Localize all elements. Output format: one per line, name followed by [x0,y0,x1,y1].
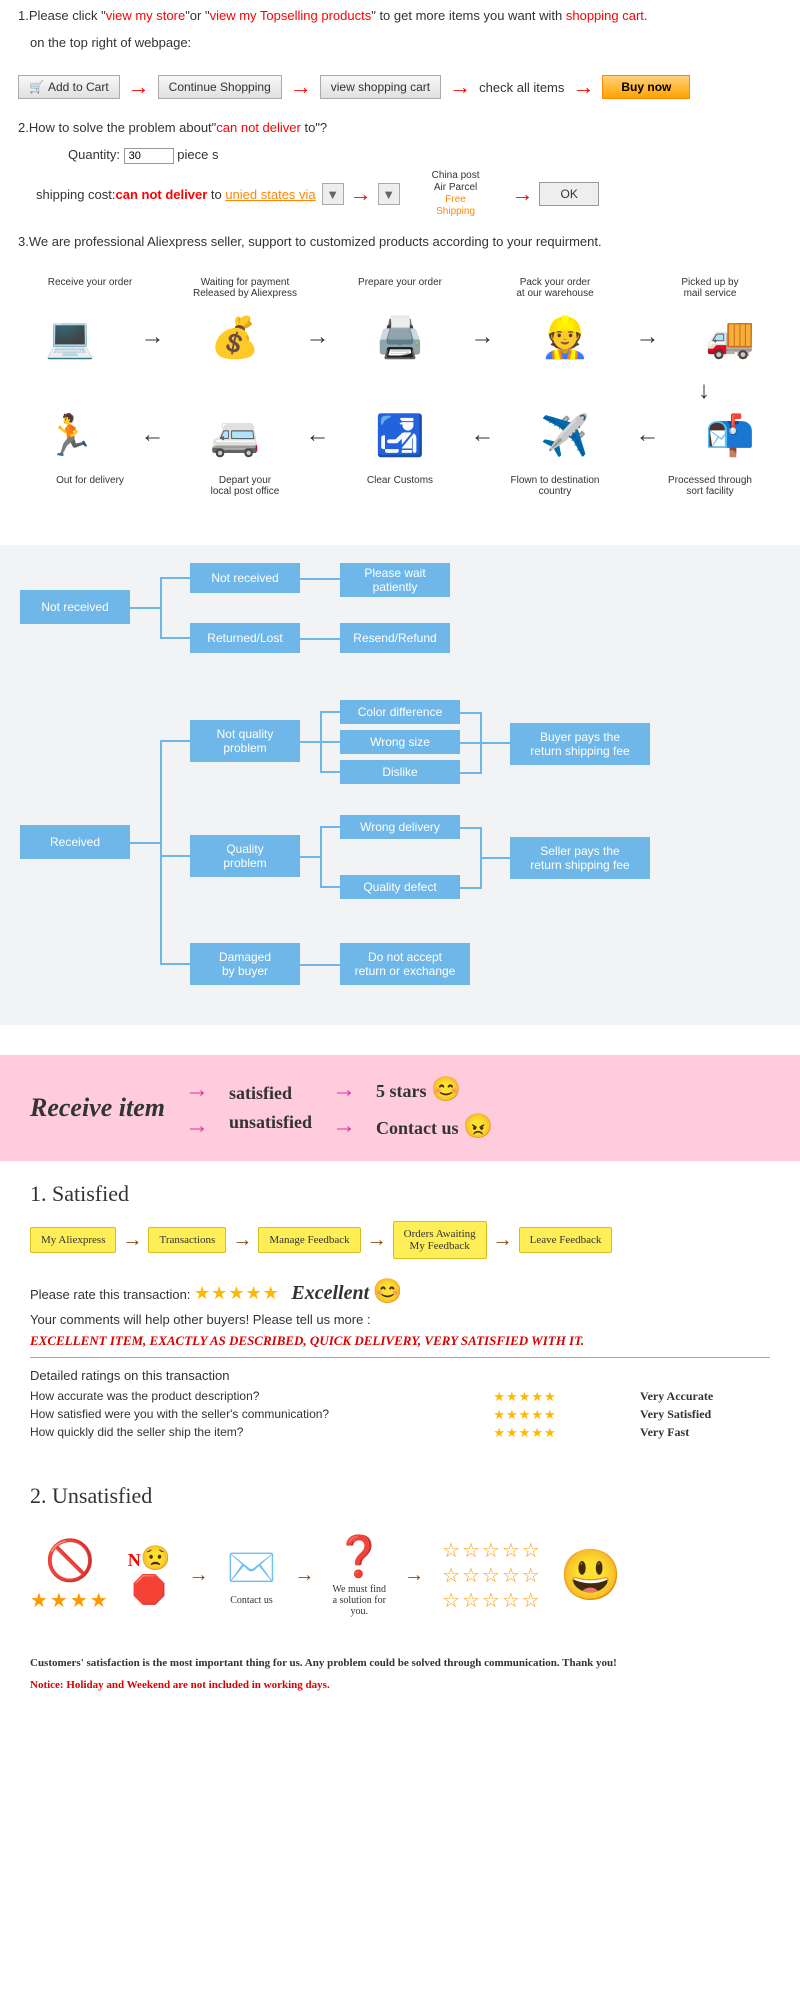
smile-icon: 😊 [373,1278,403,1305]
shipping-method: China postAir Parcel Free Shipping [432,170,480,218]
prepare-icon: 🖨️ [360,307,440,367]
node-quality: Quality problem [190,835,300,877]
instruction-2: 2.How to solve the problem about"can not… [18,120,782,135]
instruction-1b: on the top right of webpage: [18,35,782,50]
prohibited-icon: 🚫 [30,1537,110,1584]
decision-tree: Not received Not received Please wait pa… [0,545,800,1025]
node-defect: Quality defect [340,875,460,899]
node-no-return: Do not accept return or exchange [340,943,470,985]
receive-item-banner: Receive item →→ satisfied unsatisfied →→… [0,1055,800,1161]
depart-icon: 🚐 [195,405,275,465]
quantity-row: Quantity: piece s [18,147,782,164]
delivery-icon: 🏃 [30,405,110,465]
pill-manage-feedback[interactable]: Manage Feedback [258,1227,360,1253]
link-topselling[interactable]: view my Topselling products [210,8,372,23]
arrow-icon: → [350,181,372,207]
node-damaged: Damaged by buyer [190,943,300,985]
pill-my-aliexpress[interactable]: My Aliexpress [30,1227,116,1253]
stop-icon: 🛑 [132,1575,167,1606]
node-wait: Please wait patiently [340,563,450,597]
arrow-icon: → [511,181,533,207]
arrow-icon: → [572,74,594,100]
arrow-icon: → [290,74,312,100]
node-not-received: Not received [20,590,130,624]
buy-now-button[interactable]: Buy now [602,75,690,99]
stars-icon: ★★★★★ [194,1283,280,1303]
view-cart-button[interactable]: view shopping cart [320,75,441,99]
email-icon: ✉️ [227,1544,277,1591]
link-view-store[interactable]: view my store [106,8,185,23]
angry-icon: 😠 [463,1114,493,1140]
payment-icon: 💰 [195,307,275,367]
button-flow-row: 🛒 Add to Cart → Continue Shopping → view… [0,62,800,112]
node-not-quality: Not quality problem [190,720,300,762]
node-returned: Returned/Lost [190,623,300,653]
order-process-flow: Receive your order Waiting for payment R… [0,257,800,525]
pack-icon: 👷 [525,307,605,367]
pill-leave-feedback[interactable]: Leave Feedback [519,1227,613,1253]
unsatisfied-heading: 2. Unsatisfied [30,1483,770,1509]
instruction-3: 3.We are professional Aliexpress seller,… [18,234,782,249]
quantity-input[interactable] [124,148,174,164]
footer-notice: Notice: Holiday and Weekend are not incl… [0,1679,800,1711]
node-wrong-delivery: Wrong delivery [340,815,460,839]
happy-icon: 😊 [431,1077,461,1103]
instruction-1: 1.Please click "view my store"or "view m… [18,8,782,23]
continue-shopping-button[interactable]: Continue Shopping [158,75,282,99]
no-label: N [128,1550,141,1570]
customs-icon: 🛃 [360,405,440,465]
node-resend: Resend/Refund [340,623,450,653]
dropdown-icon[interactable]: ▼ [322,183,344,205]
destination-link[interactable]: unied states via [225,187,315,202]
node-received: Received [20,825,130,859]
pill-transactions[interactable]: Transactions [148,1227,226,1253]
node-buyer-pays: Buyer pays the return shipping fee [510,723,650,765]
detailed-ratings-heading: Detailed ratings on this transaction [30,1368,770,1383]
order-icon: 💻 [30,307,110,367]
node-color: Color difference [340,700,460,724]
ok-button[interactable]: OK [539,182,598,206]
node-seller-pays: Seller pays the return shipping fee [510,837,650,879]
pill-orders-awaiting[interactable]: Orders Awaiting My Feedback [393,1221,487,1259]
sort-icon: 📬 [690,405,770,465]
node-dislike: Dislike [340,760,460,784]
comments-prompt: Your comments will help other buyers! Pl… [30,1312,770,1327]
stars-icon: ☆☆☆☆☆ [442,1538,542,1563]
receive-title: Receive item [30,1093,165,1123]
question-icon: ❓ [332,1533,386,1580]
rate-transaction: Please rate this transaction: ★★★★★ Exce… [30,1277,770,1306]
satisfied-heading: 1. Satisfied [30,1181,770,1207]
add-to-cart-button[interactable]: 🛒 Add to Cart [18,75,120,99]
node-size: Wrong size [340,730,460,754]
link-shopping-cart[interactable]: shopping cart. [566,8,648,23]
arrow-icon: → [128,74,150,100]
flight-icon: ✈️ [525,405,605,465]
check-items-label: check all items [479,80,564,95]
footer-note: Customers' satisfaction is the most impo… [0,1657,800,1679]
feedback-flow: My Aliexpress→ Transactions→ Manage Feed… [30,1221,770,1259]
arrow-icon: → [449,74,471,100]
satisfied-label: satisfied [229,1083,312,1104]
shipping-label: shipping cost:can not deliver to unied s… [36,187,316,202]
unsatisfied-label: unsatisfied [229,1112,312,1133]
unsatisfied-flow: 🚫 ★★★★ N😟 🛑 → ✉️ Contact us → ❓ We must … [30,1523,770,1637]
pickup-icon: 🚚 [690,307,770,367]
node-nr-sub: Not received [190,563,300,593]
sample-review: EXCELLENT ITEM, EXACTLY AS DESCRIBED, QU… [30,1333,770,1358]
dropdown-icon[interactable]: ▼ [378,183,400,205]
sad-icon: 😟 [141,1546,171,1572]
big-smile-icon: 😃 [560,1546,622,1605]
